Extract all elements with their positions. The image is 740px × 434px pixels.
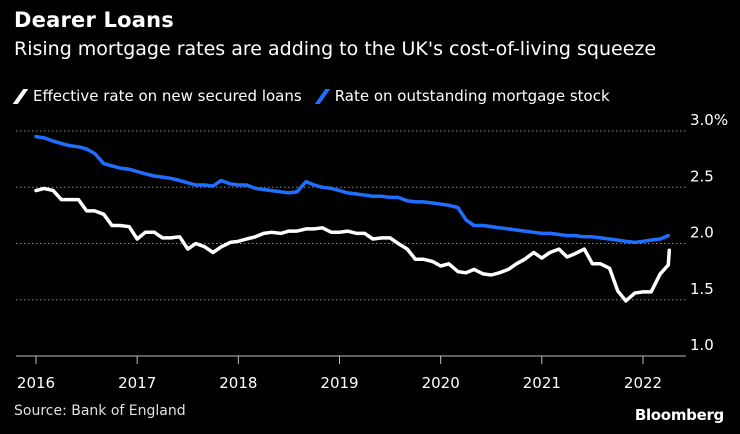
- y-axis-labels: 1.0 1.5 2.0 2.5 3.0%: [690, 111, 728, 354]
- bloomberg-logo: Bloomberg: [634, 406, 724, 424]
- x-axis-labels: 2016 2017 2018 2019 2020 2021 2022: [17, 374, 662, 392]
- x-tick-label: 2022: [624, 374, 662, 392]
- y-tick-label: 1.5: [690, 280, 714, 298]
- legend-item-outstanding-stock: Rate on outstanding mortgage stock: [314, 87, 610, 105]
- grid-layer: [16, 130, 686, 301]
- legend-item-new-loans: Effective rate on new secured loans: [12, 87, 302, 105]
- y-tick-label: 1.0: [690, 336, 714, 354]
- x-tick-label: 2018: [219, 374, 257, 392]
- chart-subtitle: Rising mortgage rates are adding to the …: [14, 38, 657, 60]
- x-tick-label: 2021: [523, 374, 561, 392]
- x-tick-label: 2017: [118, 374, 156, 392]
- chart-legend: Effective rate on new secured loans Rate…: [12, 87, 624, 105]
- legend-label-new-loans: Effective rate on new secured loans: [33, 87, 302, 105]
- series-layer: [34, 134, 672, 303]
- x-axis: [16, 355, 686, 364]
- series-line-outstanding-mortgage-stock: [34, 134, 671, 245]
- y-tick-label: 3.0%: [690, 111, 728, 129]
- y-tick-label: 2.0: [690, 224, 714, 242]
- y-tick-label: 2.5: [690, 167, 714, 185]
- x-tick-label: 2019: [320, 374, 358, 392]
- legend-label-outstanding-stock: Rate on outstanding mortgage stock: [334, 87, 610, 105]
- series-line-new-secured-loans: [34, 186, 672, 303]
- chart-title: Dearer Loans: [14, 8, 174, 32]
- source-note: Source: Bank of England: [14, 403, 186, 419]
- x-tick-label: 2016: [17, 374, 55, 392]
- x-tick-label: 2020: [422, 374, 460, 392]
